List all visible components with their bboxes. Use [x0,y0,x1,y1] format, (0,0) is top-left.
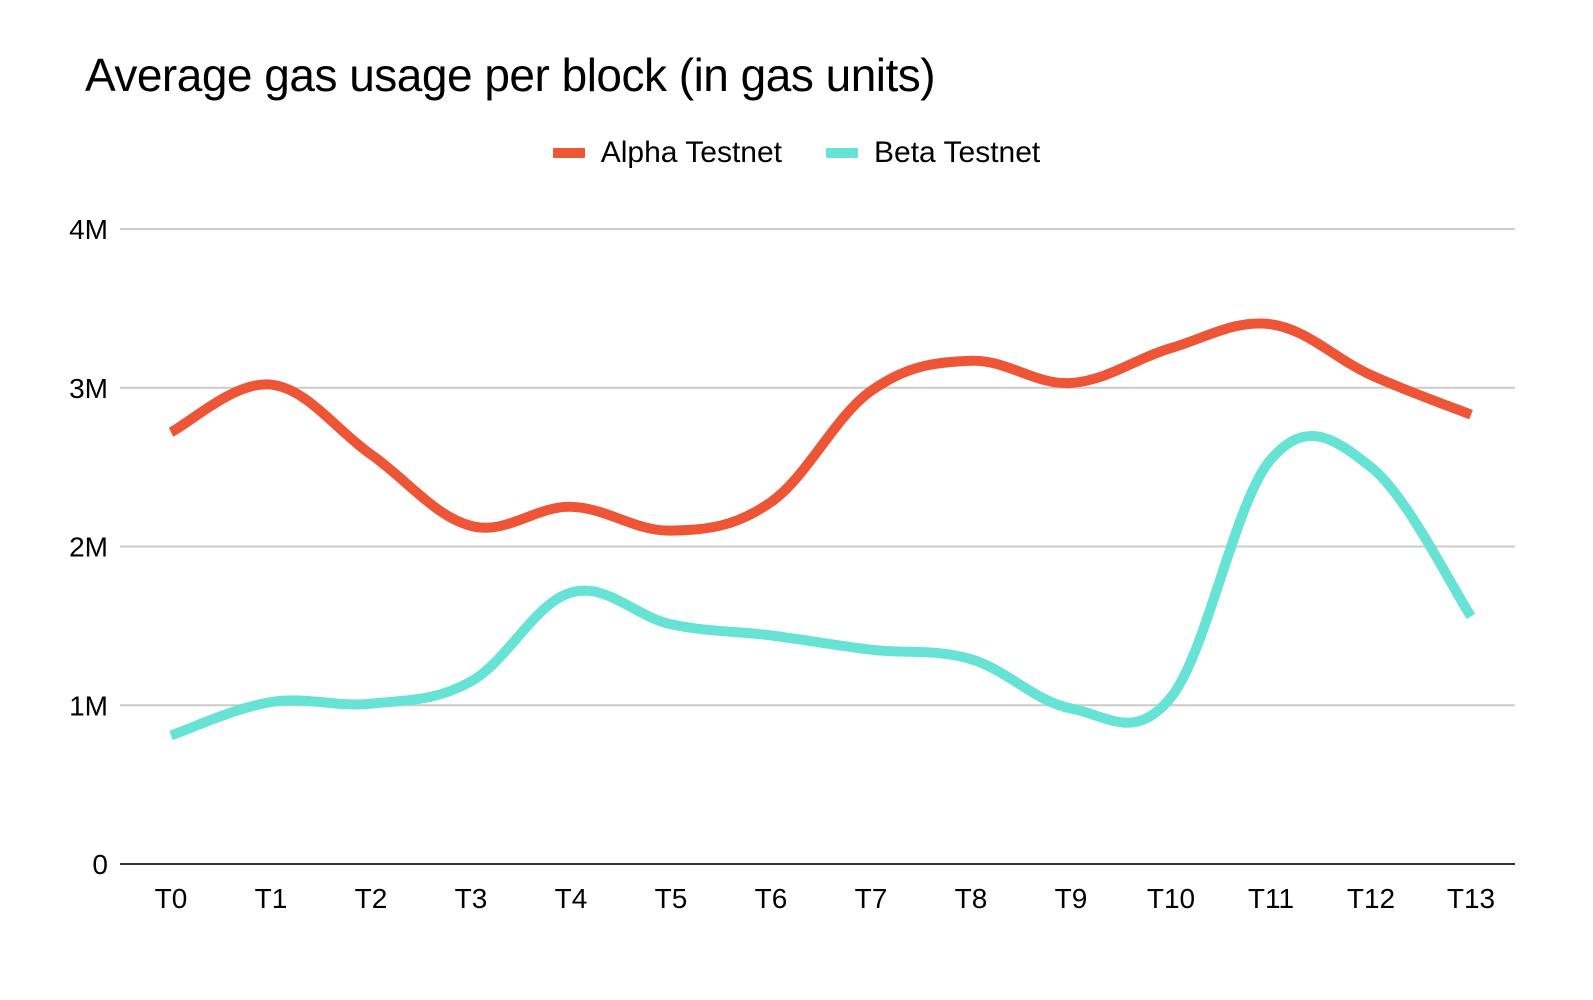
x-tick-label: T2 [355,883,388,914]
series-line-beta-testnet[interactable] [169,430,1476,741]
x-tick-label: T8 [955,883,988,914]
data-point-beta-testnet[interactable] [1166,692,1176,702]
y-axis: 0 1M 2M 3M 4M [69,214,108,880]
data-point-alpha-testnet[interactable] [866,386,876,396]
series-lines [166,318,1476,741]
legend-swatch-beta-testnet [826,148,858,158]
x-tick-label: T3 [455,883,488,914]
chart-title: Average gas usage per block (in gas unit… [85,49,936,101]
data-point-alpha-testnet[interactable] [1266,319,1276,329]
data-point-beta-testnet[interactable] [1266,454,1276,464]
data-point-beta-testnet[interactable] [1066,703,1076,713]
x-tick-label: T12 [1347,883,1395,914]
data-point-beta-testnet[interactable] [966,654,976,664]
x-tick-label: T4 [555,883,588,914]
data-point-alpha-testnet[interactable] [666,526,676,536]
data-point-alpha-testnet[interactable] [566,502,576,512]
data-point-alpha-testnet[interactable] [166,427,176,437]
y-tick-label: 2M [69,532,108,563]
legend-label-beta-testnet: Beta Testnet [874,136,1041,169]
data-point-beta-testnet[interactable] [566,588,576,598]
legend-swatch-alpha-testnet [552,148,585,158]
x-tick-label: T1 [255,883,288,914]
y-tick-label: 0 [92,849,108,880]
x-tick-label: T0 [155,883,188,914]
data-point-beta-testnet[interactable] [266,697,276,707]
data-point-alpha-testnet[interactable] [1466,410,1476,420]
y-tick-label: 4M [69,214,108,245]
data-point-alpha-testnet[interactable] [766,497,776,507]
legend-item-beta-testnet[interactable]: Beta Testnet [826,136,1040,170]
data-point-alpha-testnet[interactable] [366,449,376,459]
y-tick-label: 1M [69,690,108,721]
x-tick-label: T6 [755,883,788,914]
data-point-beta-testnet[interactable] [766,630,776,640]
data-point-beta-testnet[interactable] [1466,611,1476,621]
x-tick-label: T5 [655,883,688,914]
x-tick-label: T9 [1055,883,1088,914]
data-point-beta-testnet[interactable] [866,645,876,655]
data-point-beta-testnet[interactable] [166,730,176,740]
data-point-beta-testnet[interactable] [1366,462,1376,472]
x-tick-label: T7 [855,883,888,914]
data-point-alpha-testnet[interactable] [466,521,476,531]
data-point-beta-testnet[interactable] [666,619,676,629]
chart-legend: Alpha Testnet Beta Testnet [0,136,1593,170]
legend-label-alpha-testnet: Alpha Testnet [600,136,782,169]
series-line-alpha-testnet[interactable] [168,318,1473,536]
x-tick-label: T11 [1248,883,1294,914]
x-tick-label: T10 [1147,883,1195,914]
data-point-alpha-testnet[interactable] [1366,370,1376,380]
legend-item-alpha-testnet[interactable]: Alpha Testnet [552,136,782,170]
data-point-alpha-testnet[interactable] [966,356,976,366]
data-point-alpha-testnet[interactable] [1066,378,1076,388]
y-tick-label: 3M [69,373,108,404]
x-tick-label: T13 [1447,883,1495,914]
data-point-beta-testnet[interactable] [466,676,476,686]
data-point-beta-testnet[interactable] [366,699,376,709]
data-point-alpha-testnet[interactable] [1166,343,1176,353]
data-point-alpha-testnet[interactable] [266,380,276,390]
gridlines [120,228,1515,707]
x-axis: T0 T1 T2 T3 T4 T5 T6 T7 T8 T9 T10 T11 T12 T13 [120,863,1515,914]
